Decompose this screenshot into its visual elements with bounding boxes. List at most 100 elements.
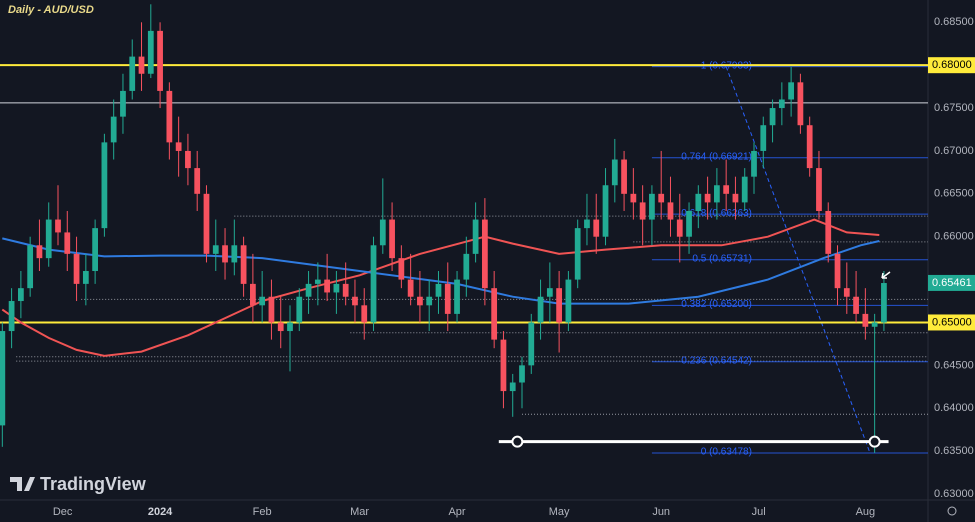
moving-average: [1, 218, 880, 357]
y-tick-label: 0.66000: [934, 231, 974, 243]
candle-body: [565, 279, 572, 323]
candle-body: [482, 219, 488, 289]
price-tag-label: 0.68000: [932, 59, 972, 71]
candle-body: [147, 30, 154, 74]
candle-body: [621, 159, 627, 194]
candle-body: [175, 142, 182, 151]
candle-body: [398, 258, 405, 280]
candle-body: [686, 210, 692, 237]
candle-body: [138, 56, 145, 74]
candle-body: [426, 296, 433, 306]
candle-body: [435, 283, 442, 297]
candle-body: [853, 296, 859, 314]
candle-body: [203, 193, 210, 254]
candle-body: [528, 322, 535, 366]
support-point: [511, 435, 524, 448]
y-tick-label: 0.64000: [934, 402, 974, 414]
candle-body: [268, 296, 275, 323]
candle-body: [324, 279, 330, 293]
logo: TradingView: [10, 474, 147, 494]
candle-body: [825, 210, 832, 254]
candle-body: [18, 288, 24, 302]
candle-body: [667, 202, 674, 220]
candle-body: [370, 245, 377, 323]
y-tick-label: 0.67000: [934, 145, 974, 157]
candle-body: [658, 193, 665, 203]
candle-body: [454, 279, 460, 314]
price-tag-label: 0.65000: [932, 316, 972, 328]
y-tick-label: 0.68500: [934, 16, 974, 28]
candle-body: [806, 125, 813, 169]
price-tag: [928, 57, 975, 74]
candle-body: [110, 116, 117, 143]
candle-body: [723, 185, 730, 194]
candle-body: [593, 219, 600, 237]
x-tick-label: Dec: [53, 506, 73, 518]
candle-body: [185, 150, 191, 169]
candle-body: [788, 82, 794, 100]
candle-body: [45, 219, 52, 259]
candle-body: [862, 313, 869, 327]
candle-body: [834, 253, 841, 289]
candle-body: [101, 142, 108, 229]
x-tick-label: 2024: [148, 506, 173, 518]
candle-body: [314, 279, 321, 284]
candle-body: [584, 219, 590, 229]
candle-body: [778, 99, 785, 109]
plot-area: 1 (0.67983)0.764 (0.66921)0.618 (0.66263…: [0, 4, 928, 458]
candle-body: [444, 283, 451, 314]
y-tick-label: 0.63500: [934, 445, 974, 457]
candle-body: [73, 253, 80, 284]
y-tick-label: 0.67500: [934, 102, 974, 114]
candle-body: [797, 82, 804, 126]
candle-body: [222, 245, 228, 263]
support-point: [868, 435, 881, 448]
candle-body: [472, 219, 479, 254]
candle-body: [342, 283, 349, 297]
candle-body: [120, 90, 126, 117]
price-tag-label: 0.65461: [932, 277, 972, 289]
candle-body: [8, 301, 15, 332]
candle-body: [92, 228, 98, 272]
x-tick-label: May: [549, 506, 570, 518]
fib-label: 0.5 (0.65731): [692, 253, 752, 264]
settings-icon[interactable]: [947, 506, 957, 516]
arrow-annotation: [881, 271, 891, 279]
x-tick-label: Aug: [856, 506, 876, 518]
candle-body: [537, 296, 544, 323]
fib-label: 0.382 (0.65200): [681, 299, 752, 310]
candle-body: [212, 245, 219, 254]
candle-body: [704, 193, 711, 203]
candle-body: [881, 283, 887, 323]
candle-body: [157, 30, 163, 91]
candle-body: [0, 331, 6, 426]
candle-body: [751, 150, 757, 177]
candle-body: [129, 56, 136, 91]
candle-body: [305, 283, 312, 297]
candle-body: [509, 382, 516, 392]
candle-body: [556, 288, 562, 323]
candle-body: [55, 219, 61, 233]
candle-body: [361, 305, 368, 323]
candle-body: [277, 322, 284, 332]
candle-body: [639, 202, 646, 220]
candle-body: [695, 193, 702, 211]
chart-title: Daily - AUD/USD: [8, 4, 94, 16]
settings-gear[interactable]: [947, 506, 957, 516]
candle-body: [463, 253, 470, 280]
candle-body: [649, 193, 655, 220]
x-tick-label: Feb: [253, 506, 272, 518]
logo-icon: [10, 477, 35, 491]
candle-body: [166, 90, 173, 143]
y-tick-label: 0.64500: [934, 359, 974, 371]
candle-body: [287, 322, 293, 332]
x-tick-label: Apr: [448, 506, 465, 518]
candle-body: [194, 168, 201, 194]
candle-body: [250, 283, 256, 306]
candle-body: [760, 125, 767, 151]
candle-body: [333, 283, 340, 293]
candle-body: [732, 193, 739, 203]
price-tag: [928, 314, 975, 331]
